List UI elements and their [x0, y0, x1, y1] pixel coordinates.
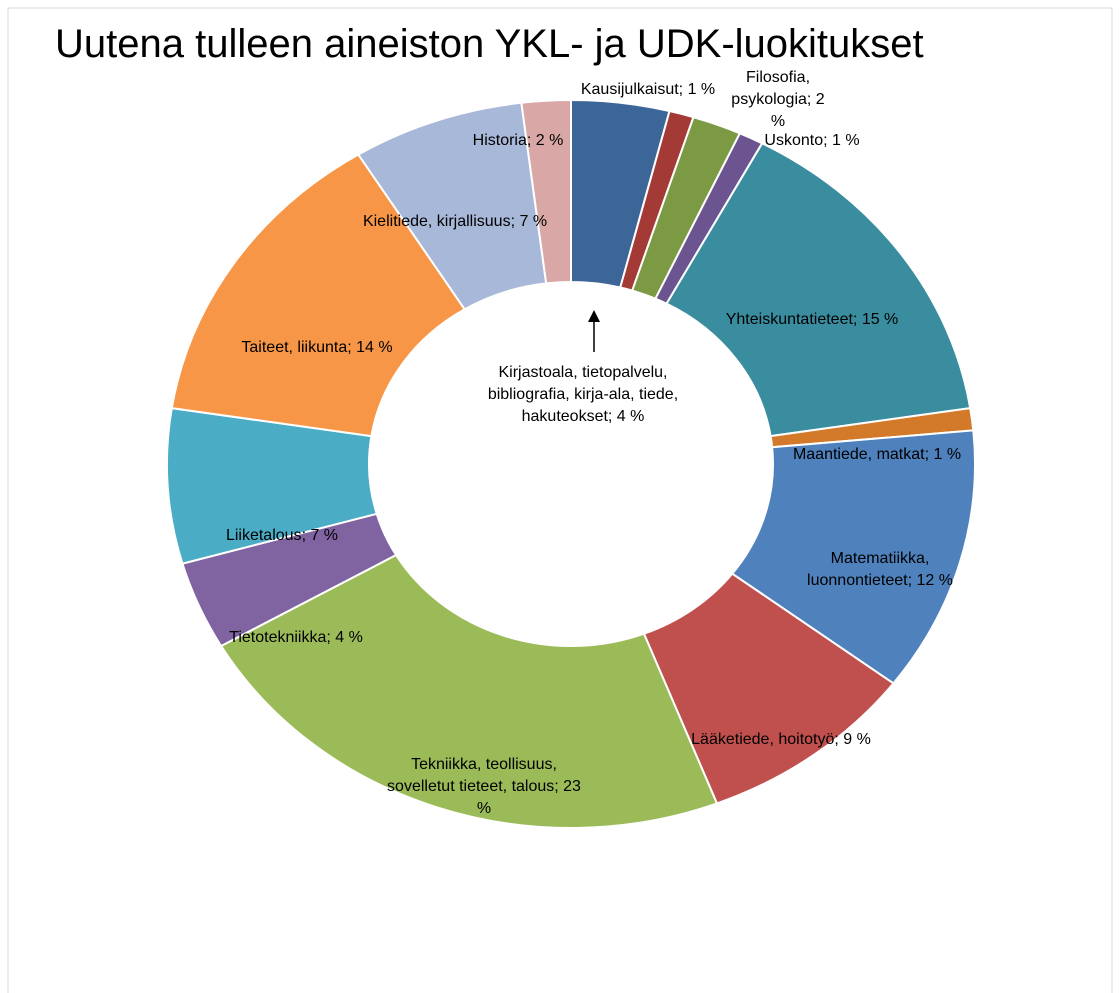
data-label: Matematiikka, luonnontieteet12 %: [790, 548, 970, 592]
label-value: 2 %: [527, 132, 563, 149]
label-name: Kirjastoala, tietopalvelu, bibliografia,…: [487, 364, 679, 425]
slice: [219, 553, 719, 829]
data-label: Kirjastoala, tietopalvelu, bibliografia,…: [483, 362, 683, 428]
data-label: Filosofia, psykologia2 %: [723, 67, 833, 133]
data-label: Tietotekniikka4 %: [196, 627, 396, 649]
label-name: Kielitiede, kirjallisuus: [362, 213, 511, 230]
label-value: 12 %: [908, 572, 953, 589]
data-label: Historia2 %: [448, 130, 588, 152]
slice: [730, 429, 976, 685]
label-name: Filosofia, psykologia: [731, 69, 811, 108]
label-name: Maantiede, matkat: [792, 446, 925, 463]
label-value: 9 %: [834, 731, 870, 748]
label-name: Uskonto: [764, 132, 824, 149]
label-value: 1 %: [925, 446, 961, 463]
data-label: Liiketalous7 %: [202, 525, 362, 547]
label-name: Yhteiskuntatieteet: [725, 311, 853, 328]
data-label: Kausijulkaisut1 %: [568, 79, 728, 101]
label-value: 4 %: [326, 629, 362, 646]
data-label: Taiteet, liikunta14 %: [207, 337, 427, 359]
arrow-head: [588, 310, 600, 322]
slice: [170, 153, 467, 438]
data-label: Lääketiede, hoitotyö9 %: [686, 729, 876, 751]
label-value: 15 %: [853, 311, 898, 328]
chart-title: Uutena tulleen aineiston YKL- ja UDK-luo…: [55, 22, 924, 66]
label-value: 4 %: [608, 408, 644, 425]
label-name: Matematiikka, luonnontieteet: [807, 550, 930, 589]
slice: [520, 98, 572, 285]
label-value: 7 %: [302, 527, 338, 544]
label-name: Tekniikka, teollisuus, sovelletut tietee…: [387, 756, 557, 795]
label-value: 1 %: [679, 81, 715, 98]
data-label: Kielitiede, kirjallisuus7 %: [345, 211, 565, 233]
data-label: Uskonto1 %: [752, 130, 872, 152]
label-value: 7 %: [511, 213, 547, 230]
label-name: Lääketiede, hoitotyö: [691, 731, 835, 748]
label-value: 14 %: [347, 339, 392, 356]
frame: [7, 7, 1113, 993]
donut: [166, 98, 976, 829]
label-name: Taiteet, liikunta: [241, 339, 348, 356]
data-label: Tekniikka, teollisuus, sovelletut tietee…: [384, 754, 584, 820]
label-name: Historia: [472, 132, 527, 149]
data-label: Yhteiskuntatieteet15 %: [712, 309, 912, 331]
data-label: Maantiede, matkat1 %: [767, 444, 987, 466]
slice: [665, 142, 972, 438]
label-name: Kausijulkaisut: [580, 81, 679, 98]
label-name: Tietotekniikka: [229, 629, 327, 646]
label-value: 1 %: [823, 132, 859, 149]
label-name: Liiketalous: [225, 527, 302, 544]
